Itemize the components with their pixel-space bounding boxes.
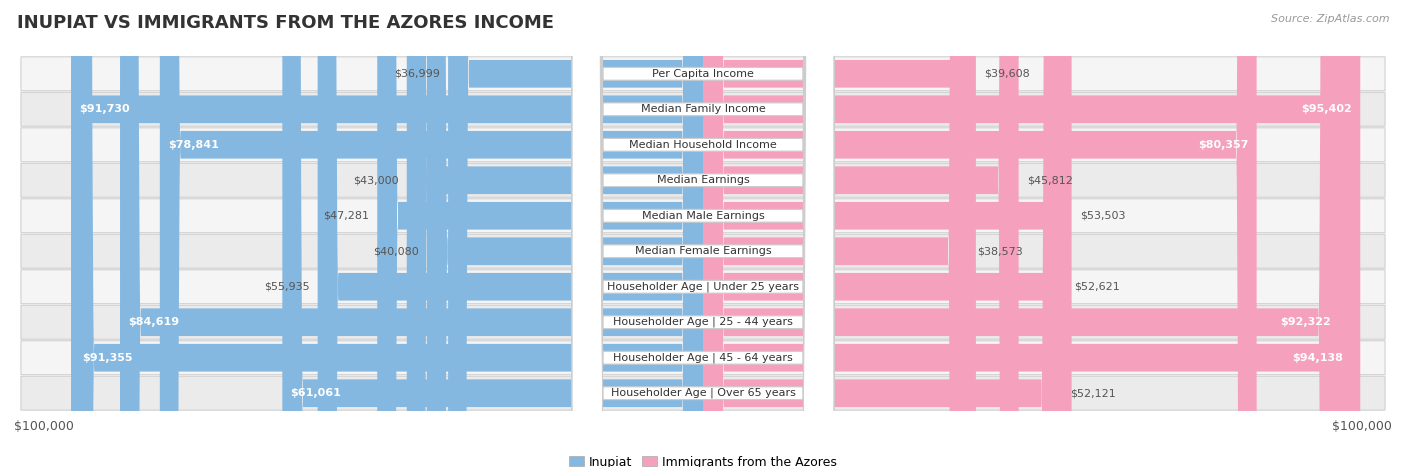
Text: Median Household Income: Median Household Income (628, 140, 778, 150)
FancyBboxPatch shape (572, 0, 834, 467)
Text: Median Male Earnings: Median Male Earnings (641, 211, 765, 221)
FancyBboxPatch shape (703, 0, 1018, 467)
Text: $52,121: $52,121 (1070, 388, 1116, 398)
FancyBboxPatch shape (449, 0, 703, 467)
FancyBboxPatch shape (21, 128, 1385, 162)
Text: $100,000: $100,000 (14, 420, 75, 433)
FancyBboxPatch shape (572, 0, 834, 467)
FancyBboxPatch shape (572, 0, 834, 467)
FancyBboxPatch shape (703, 0, 1066, 467)
FancyBboxPatch shape (703, 0, 1360, 467)
FancyBboxPatch shape (572, 0, 834, 467)
FancyBboxPatch shape (21, 305, 1385, 339)
FancyBboxPatch shape (21, 376, 1385, 410)
Text: Householder Age | Under 25 years: Householder Age | Under 25 years (607, 282, 799, 292)
FancyBboxPatch shape (572, 0, 834, 467)
Text: $92,322: $92,322 (1279, 317, 1330, 327)
Text: $38,573: $38,573 (977, 246, 1022, 256)
Text: $100,000: $100,000 (1331, 420, 1392, 433)
FancyBboxPatch shape (703, 0, 1351, 467)
FancyBboxPatch shape (21, 92, 1385, 126)
FancyBboxPatch shape (427, 0, 703, 467)
Text: $36,999: $36,999 (394, 69, 440, 79)
FancyBboxPatch shape (703, 0, 1257, 467)
Text: $84,619: $84,619 (128, 317, 180, 327)
FancyBboxPatch shape (572, 0, 834, 467)
Text: Householder Age | 45 - 64 years: Householder Age | 45 - 64 years (613, 353, 793, 363)
Text: $94,138: $94,138 (1292, 353, 1343, 363)
Text: $78,841: $78,841 (169, 140, 219, 150)
Text: $47,281: $47,281 (323, 211, 368, 221)
FancyBboxPatch shape (72, 0, 703, 467)
FancyBboxPatch shape (406, 0, 703, 467)
FancyBboxPatch shape (120, 0, 703, 467)
FancyBboxPatch shape (572, 0, 834, 467)
Text: Median Female Earnings: Median Female Earnings (634, 246, 772, 256)
FancyBboxPatch shape (318, 0, 703, 467)
Text: $91,730: $91,730 (79, 104, 129, 114)
Text: $91,355: $91,355 (82, 353, 132, 363)
Text: $52,621: $52,621 (1074, 282, 1119, 292)
Text: $95,402: $95,402 (1301, 104, 1353, 114)
Text: $40,080: $40,080 (373, 246, 419, 256)
Text: Householder Age | Over 65 years: Householder Age | Over 65 years (610, 388, 796, 398)
FancyBboxPatch shape (703, 0, 969, 467)
Text: Householder Age | 25 - 44 years: Householder Age | 25 - 44 years (613, 317, 793, 327)
FancyBboxPatch shape (572, 0, 834, 467)
FancyBboxPatch shape (703, 0, 976, 467)
FancyBboxPatch shape (73, 0, 703, 467)
FancyBboxPatch shape (572, 0, 834, 467)
FancyBboxPatch shape (160, 0, 703, 467)
Text: $61,061: $61,061 (291, 388, 342, 398)
Text: $45,812: $45,812 (1026, 175, 1073, 185)
Text: INUPIAT VS IMMIGRANTS FROM THE AZORES INCOME: INUPIAT VS IMMIGRANTS FROM THE AZORES IN… (17, 14, 554, 32)
Text: $39,608: $39,608 (984, 69, 1029, 79)
FancyBboxPatch shape (703, 0, 1062, 467)
Text: Source: ZipAtlas.com: Source: ZipAtlas.com (1271, 14, 1389, 24)
FancyBboxPatch shape (572, 0, 834, 467)
FancyBboxPatch shape (21, 234, 1385, 268)
FancyBboxPatch shape (21, 57, 1385, 91)
Text: $55,935: $55,935 (264, 282, 309, 292)
FancyBboxPatch shape (21, 341, 1385, 375)
Text: Per Capita Income: Per Capita Income (652, 69, 754, 79)
Text: $53,503: $53,503 (1080, 211, 1125, 221)
Text: Median Family Income: Median Family Income (641, 104, 765, 114)
FancyBboxPatch shape (703, 0, 1339, 467)
Text: $43,000: $43,000 (353, 175, 398, 185)
Text: $80,357: $80,357 (1198, 140, 1249, 150)
Text: Median Earnings: Median Earnings (657, 175, 749, 185)
FancyBboxPatch shape (21, 199, 1385, 233)
FancyBboxPatch shape (21, 163, 1385, 197)
FancyBboxPatch shape (377, 0, 703, 467)
FancyBboxPatch shape (283, 0, 703, 467)
FancyBboxPatch shape (703, 0, 1071, 467)
Legend: Inupiat, Immigrants from the Azores: Inupiat, Immigrants from the Azores (569, 456, 837, 467)
FancyBboxPatch shape (21, 270, 1385, 304)
